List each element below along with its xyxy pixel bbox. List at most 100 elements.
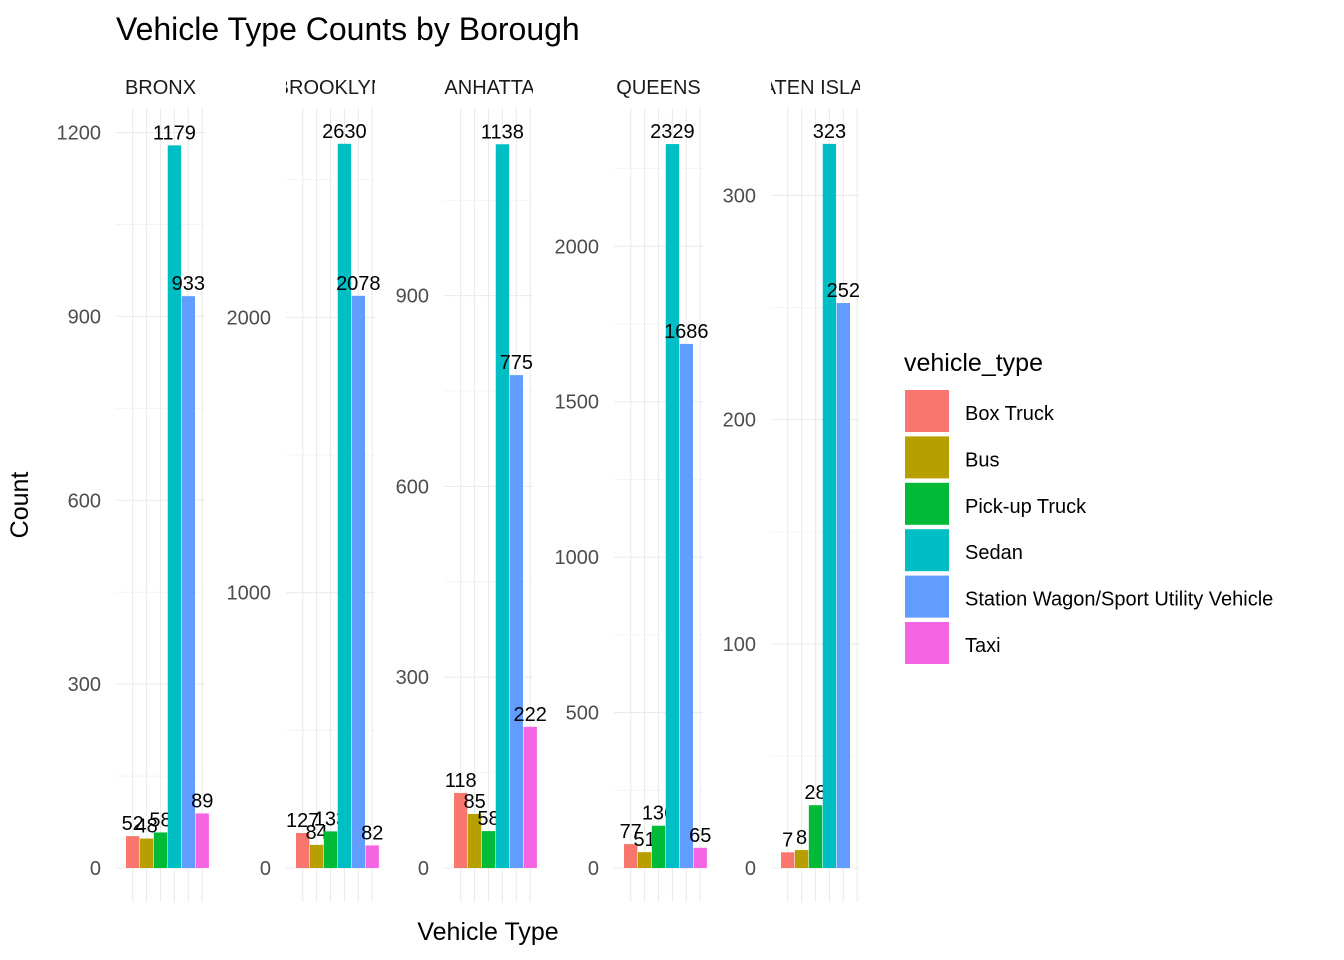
- y-tick-label: 300: [723, 185, 756, 207]
- y-tick-label: 1000: [555, 547, 600, 569]
- data-label: 1138: [481, 121, 524, 143]
- data-label: 2078: [336, 273, 381, 295]
- y-tick-label: 600: [68, 490, 101, 512]
- data-label: 2329: [650, 121, 695, 143]
- legend-key-pick-up-truck: [905, 482, 949, 525]
- data-label: 775: [500, 352, 533, 374]
- legend-key-bus: [905, 436, 949, 479]
- data-label: 48: [135, 816, 157, 838]
- legend-item-bus: Bus: [905, 436, 999, 479]
- bar-brooklyn-box-truck: [296, 833, 310, 868]
- bar-brooklyn-taxi: [365, 845, 379, 868]
- strip-label-manhattan: MANHATTAN: [428, 77, 549, 99]
- data-label: 89: [191, 790, 213, 812]
- bar-queens-pick-up-truck: [651, 825, 666, 868]
- data-label: 8: [796, 827, 807, 849]
- bar-bronx-taxi: [195, 813, 209, 868]
- y-tick-label: 900: [396, 286, 429, 308]
- data-label: 58: [149, 809, 171, 831]
- legend-item-pick-up-truck: Pick-up Truck: [905, 482, 1087, 525]
- bar-bronx-bus: [139, 838, 154, 868]
- y-axis-title: Count: [6, 472, 34, 539]
- y-tick-label: 0: [745, 858, 756, 880]
- y-tick-label: 1000: [227, 583, 272, 605]
- data-label: 2630: [322, 121, 367, 143]
- y-tick-label: 900: [68, 306, 101, 328]
- facet-panels: 03006009001200BRONX524858117993389010002…: [57, 77, 893, 902]
- bar-staten-island-pick-up-truck: [808, 805, 823, 868]
- bar-bronx-station-wagon-sport-utility-vehicle: [181, 296, 195, 869]
- data-label: 52: [122, 813, 144, 835]
- legend-title: vehicle_type: [904, 349, 1043, 377]
- data-label: 28: [804, 782, 826, 804]
- data-label: 58: [477, 808, 499, 830]
- data-label: 51: [633, 829, 655, 851]
- y-tick-label: 600: [396, 476, 429, 498]
- bar-staten-island-bus: [794, 850, 809, 868]
- bar-bronx-sedan: [167, 145, 182, 869]
- legend: vehicle_type Box Truck Bus Pick-up Truck Se…: [904, 349, 1273, 664]
- panel-staten-island: 0 100 200 300 STATEN ISLAND 7 8 28 323 252: [723, 77, 893, 902]
- y-tick-label: 500: [566, 703, 599, 725]
- y-tick-label: 1500: [555, 392, 600, 414]
- legend-item-sedan: Sedan: [905, 529, 1023, 572]
- strip-label-staten-island: STATEN ISLAND: [739, 77, 893, 99]
- y-tick-label: 2000: [555, 236, 600, 258]
- bar-manhattan-station-wagon-sport-utility-vehicle: [509, 375, 523, 868]
- y-tick-label: 0: [588, 858, 599, 880]
- legend-key-sedan: [905, 529, 949, 572]
- bar-staten-island-sedan: [822, 143, 837, 868]
- data-label: 252: [827, 280, 860, 302]
- legend-key-station-wagon-sport-utility-vehicle: [905, 575, 949, 618]
- bar-brooklyn-pick-up-truck: [323, 831, 338, 868]
- legend-label: Station Wagon/Sport Utility Vehicle: [965, 589, 1273, 611]
- data-label: 65: [689, 825, 711, 847]
- bar-queens-bus: [637, 852, 652, 868]
- data-label: 84: [305, 822, 327, 844]
- bar-bronx-box-truck: [126, 836, 140, 868]
- y-tick-label: 100: [723, 634, 756, 656]
- data-label: 1686: [664, 321, 709, 343]
- legend-key-box-truck: [905, 390, 949, 432]
- data-label: 933: [172, 273, 205, 295]
- bar-staten-island-station-wagon-sport-utility-vehicle: [836, 303, 850, 868]
- y-tick-label: 0: [418, 858, 429, 880]
- y-tick-label: 300: [396, 667, 429, 689]
- data-label: 1179: [153, 122, 196, 144]
- data-label: 323: [813, 121, 846, 143]
- y-tick-label: 1200: [57, 123, 102, 145]
- bar-bronx-pick-up-truck: [153, 832, 168, 868]
- bar-queens-box-truck: [624, 844, 638, 868]
- y-tick-label: 2000: [227, 307, 272, 329]
- data-label: 77: [620, 821, 642, 843]
- legend-label: Bus: [965, 449, 999, 471]
- bar-manhattan-taxi: [523, 726, 537, 868]
- legend-item-station-wagon-sport-utility-vehicle: Station Wagon/Sport Utility Vehicle: [905, 575, 1273, 618]
- strip-label-queens: QUEENS: [616, 77, 700, 99]
- bar-manhattan-box-truck: [454, 792, 468, 868]
- data-label: 127: [286, 810, 319, 832]
- bar-queens-sedan: [665, 144, 680, 869]
- legend-label: Pick-up Truck: [965, 496, 1087, 518]
- bar-queens-station-wagon-sport-utility-vehicle: [679, 343, 693, 868]
- data-label: 7: [782, 829, 793, 851]
- chart-title: Vehicle Type Counts by Borough: [116, 11, 580, 47]
- bar-manhattan-pick-up-truck: [481, 831, 496, 868]
- y-tick-label: 0: [90, 858, 101, 880]
- strip-label-bronx: BRONX: [125, 77, 196, 99]
- strip-label-brooklyn: BROOKLYN: [276, 77, 386, 99]
- bar-manhattan-sedan: [495, 144, 510, 869]
- y-tick-label: 0: [260, 858, 271, 880]
- data-label: 222: [514, 704, 547, 726]
- legend-label: Taxi: [965, 635, 1001, 657]
- legend-key-taxi: [905, 622, 949, 664]
- legend-item-box-truck: Box Truck: [905, 390, 1055, 432]
- bar-brooklyn-bus: [309, 844, 324, 868]
- bar-brooklyn-sedan: [337, 143, 352, 868]
- legend-label: Box Truck: [965, 403, 1055, 425]
